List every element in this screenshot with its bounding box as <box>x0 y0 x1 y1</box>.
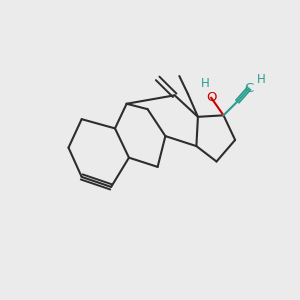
Text: H: H <box>201 77 210 90</box>
Text: H: H <box>257 73 266 85</box>
Text: C: C <box>244 82 254 95</box>
Text: O: O <box>206 91 216 104</box>
